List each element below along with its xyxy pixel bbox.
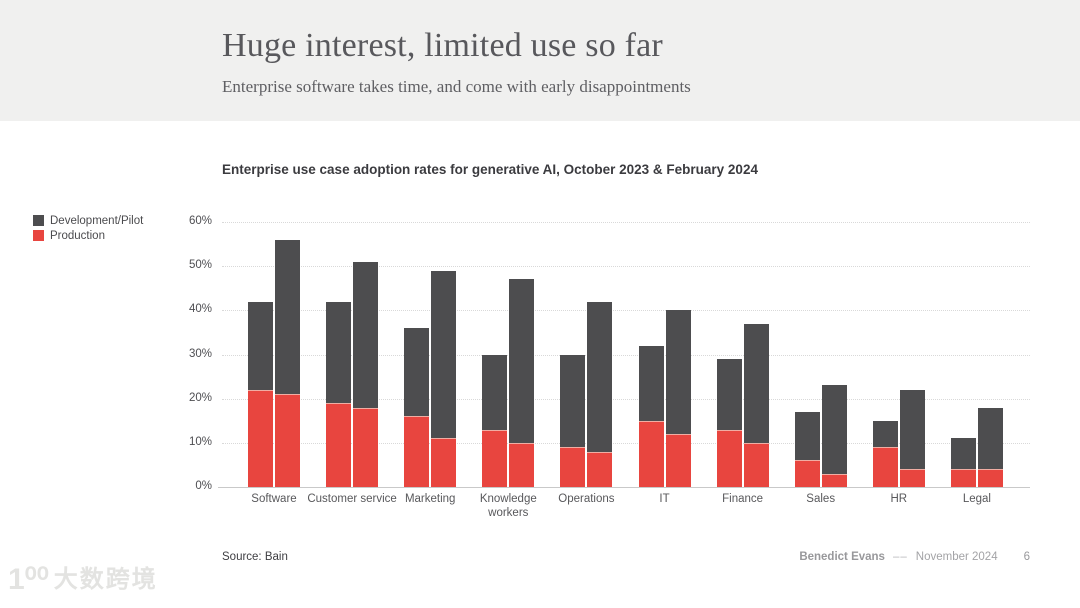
watermark-100-icon: 1⁰⁰ <box>8 563 49 596</box>
chart-legend: Development/Pilot Production <box>33 214 143 244</box>
bar-oct2023-hr <box>872 420 898 487</box>
bar-segment-production-feb2024-customer-service <box>353 407 379 487</box>
bar-feb2024-it <box>665 310 691 487</box>
bar-oct2023-sales <box>794 411 820 487</box>
bar-feb2024-sales <box>821 385 847 487</box>
slide-subtitle: Enterprise software takes time, and come… <box>222 77 691 96</box>
bar-segment-production-oct2023-marketing <box>404 416 430 487</box>
bar-feb2024-marketing <box>431 270 457 487</box>
bar-segment-production-feb2024-marketing <box>431 438 457 487</box>
x-axis-baseline <box>218 487 1030 488</box>
watermark-logo: 1⁰⁰ 大数跨境 <box>8 565 158 595</box>
bar-segment-production-oct2023-hr <box>872 447 898 487</box>
bar-segment-production-feb2024-legal <box>977 469 1003 487</box>
x-axis-label-finance: Finance <box>722 493 764 505</box>
grid-line <box>222 399 1030 400</box>
y-tick-label: 20% <box>188 391 212 404</box>
x-axis-label-hr: HR <box>890 493 908 505</box>
page-number: 6 <box>1023 551 1030 563</box>
bar-oct2023-finance <box>716 358 742 487</box>
chart-title: Enterprise use case adoption rates for g… <box>222 162 758 177</box>
y-tick-label: 30% <box>188 347 212 360</box>
legend-swatch-production <box>33 230 44 241</box>
bar-segment-production-feb2024-hr <box>899 469 925 487</box>
x-axis-label-legal: Legal <box>962 493 991 505</box>
bar-segment-production-oct2023-legal <box>950 469 976 487</box>
footer-credit: Benedict Evans –– November 2024 6 <box>799 551 1030 563</box>
grid-line <box>222 266 1030 267</box>
footer-date: November 2024 <box>915 551 998 563</box>
legend-item-development-pilot: Development/Pilot <box>33 214 143 227</box>
x-axis-label-it: IT <box>659 493 670 505</box>
grid-line <box>222 310 1030 311</box>
bar-oct2023-customer-service <box>326 301 352 487</box>
y-tick-label: 0% <box>195 480 212 492</box>
footer-author: Benedict Evans <box>799 551 885 563</box>
bar-oct2023-knowledge-workers <box>482 354 508 487</box>
legend-swatch-development-pilot <box>33 215 44 226</box>
slide-title: Huge interest, limited use so far <box>222 27 663 64</box>
bar-oct2023-software <box>248 301 273 487</box>
bar-segment-production-oct2023-knowledge-workers <box>482 429 508 487</box>
x-axis-label-customer-service: Customer service <box>307 493 397 505</box>
x-axis-label-sales: Sales <box>806 493 836 505</box>
bar-oct2023-it <box>638 345 664 487</box>
bar-segment-production-feb2024-sales <box>821 473 847 487</box>
bar-feb2024-customer-service <box>353 261 379 487</box>
legend-item-production: Production <box>33 229 143 242</box>
y-tick-label: 40% <box>188 303 212 316</box>
bar-feb2024-legal <box>977 407 1003 487</box>
watermark-text: 大数跨境 <box>53 566 158 593</box>
bar-segment-production-feb2024-software <box>275 394 300 487</box>
grid-line <box>222 355 1030 356</box>
y-tick-label: 50% <box>188 259 212 272</box>
x-axis-label-knowledge-workers: Knowledge workers <box>479 493 537 519</box>
bar-segment-production-feb2024-knowledge-workers <box>509 442 535 487</box>
bar-segment-production-oct2023-sales <box>794 460 820 487</box>
bar-feb2024-finance <box>743 323 769 487</box>
y-tick-label: 60% <box>188 215 212 227</box>
slide-header: Huge interest, limited use so far Enterp… <box>0 0 1080 121</box>
bar-oct2023-legal <box>950 438 976 487</box>
grid-line <box>222 222 1030 223</box>
bar-oct2023-marketing <box>404 328 430 487</box>
bar-segment-production-feb2024-finance <box>743 442 769 487</box>
x-axis-label-software: Software <box>251 493 297 505</box>
bar-oct2023-operations <box>560 354 586 487</box>
y-tick-label: 10% <box>188 435 212 448</box>
grid-line <box>222 443 1030 444</box>
bar-feb2024-software <box>275 239 300 487</box>
x-axis-label-operations: Operations <box>558 493 615 505</box>
bar-feb2024-hr <box>899 389 925 487</box>
bar-segment-production-oct2023-customer-service <box>326 403 352 487</box>
legend-label-development-pilot: Development/Pilot <box>50 214 144 227</box>
bar-segment-production-feb2024-it <box>665 433 691 487</box>
legend-label-production: Production <box>50 229 105 242</box>
x-axis-label-marketing: Marketing <box>404 493 456 505</box>
bar-feb2024-operations <box>587 301 613 487</box>
source-note: Source: Bain <box>222 551 288 563</box>
footer-separator: –– <box>892 551 908 563</box>
bar-segment-production-feb2024-operations <box>587 451 613 487</box>
bar-segment-production-oct2023-it <box>638 420 664 487</box>
bar-segment-production-oct2023-finance <box>716 429 742 487</box>
bar-segment-production-oct2023-operations <box>560 447 586 487</box>
bar-segment-production-oct2023-software <box>248 389 273 487</box>
bar-feb2024-knowledge-workers <box>509 279 535 487</box>
